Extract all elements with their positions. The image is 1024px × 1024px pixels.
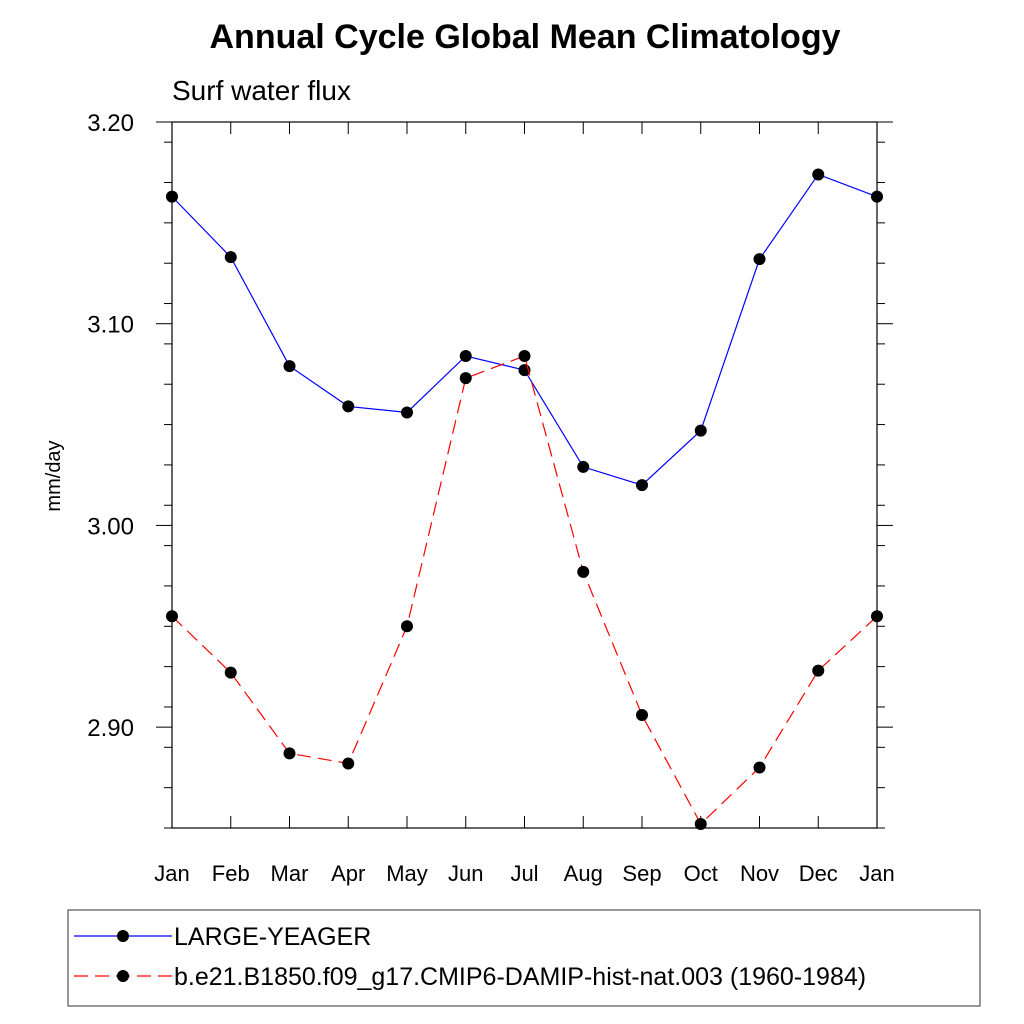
data-point xyxy=(636,709,648,722)
y-axis-label: mm/day xyxy=(43,440,65,511)
data-point xyxy=(812,664,825,677)
data-point xyxy=(166,610,178,623)
legend: LARGE-YEAGER b.e21.B1850.f09_g17.CMIP6-DA… xyxy=(67,909,981,1007)
data-point xyxy=(518,349,531,362)
x-tick-label: Dec xyxy=(799,861,838,886)
data-point xyxy=(871,190,883,203)
x-tick-label: May xyxy=(386,861,428,886)
data-point xyxy=(694,817,707,830)
data-point xyxy=(224,666,237,679)
x-tick-label: Jan xyxy=(859,861,894,886)
x-tick-label: Apr xyxy=(331,861,365,886)
y-tick-label: 3.10 xyxy=(87,312,134,339)
plot-area: Jan Feb Mar Apr May Jun Jul Aug Sep Oct Nov Dec Jan 2… xyxy=(87,110,894,886)
plot-frame xyxy=(171,121,878,829)
y-tick-label: 3.00 xyxy=(87,513,134,540)
legend-marker xyxy=(117,970,129,982)
x-tick-label: Jan xyxy=(154,861,189,886)
x-tick-label: Feb xyxy=(212,861,250,886)
data-point xyxy=(401,620,413,633)
data-point xyxy=(166,190,178,203)
series-line-2 xyxy=(171,355,878,825)
data-point xyxy=(342,757,355,770)
legend-marker xyxy=(117,930,129,942)
legend-label-2: b.e21.B1850.f09_g17.CMIP6-DAMIP-hist-nat… xyxy=(174,963,866,991)
data-point xyxy=(283,360,296,373)
data-point xyxy=(753,761,766,774)
data-point xyxy=(224,251,237,264)
legend-box xyxy=(67,909,981,1007)
data-point xyxy=(283,747,296,760)
x-tick-label: Jun xyxy=(448,861,483,886)
data-point xyxy=(636,479,648,492)
x-tick-label: Sep xyxy=(622,861,661,886)
series-line-1 xyxy=(171,173,878,486)
x-tick-label: Jul xyxy=(510,861,538,886)
data-point xyxy=(753,253,766,266)
data-point xyxy=(342,400,355,413)
legend-label-1: LARGE-YEAGER xyxy=(174,923,371,951)
x-tick-label: Oct xyxy=(684,861,718,886)
data-point xyxy=(812,168,825,181)
data-point xyxy=(459,349,472,362)
x-tick-label: Mar xyxy=(271,861,309,886)
chart-subtitle: Surf water flux xyxy=(172,75,351,106)
data-point xyxy=(401,406,413,419)
x-tick-label: Aug xyxy=(564,861,603,886)
chart-title: Annual Cycle Global Mean Climatology xyxy=(210,18,841,56)
x-tick-label: Nov xyxy=(740,861,779,886)
y-tick-label: 2.90 xyxy=(87,715,134,742)
y-tick-label: 3.20 xyxy=(87,110,134,137)
data-point xyxy=(577,460,590,473)
data-point xyxy=(459,372,472,385)
data-point xyxy=(871,610,883,623)
data-point xyxy=(694,424,707,437)
data-point xyxy=(577,565,590,578)
